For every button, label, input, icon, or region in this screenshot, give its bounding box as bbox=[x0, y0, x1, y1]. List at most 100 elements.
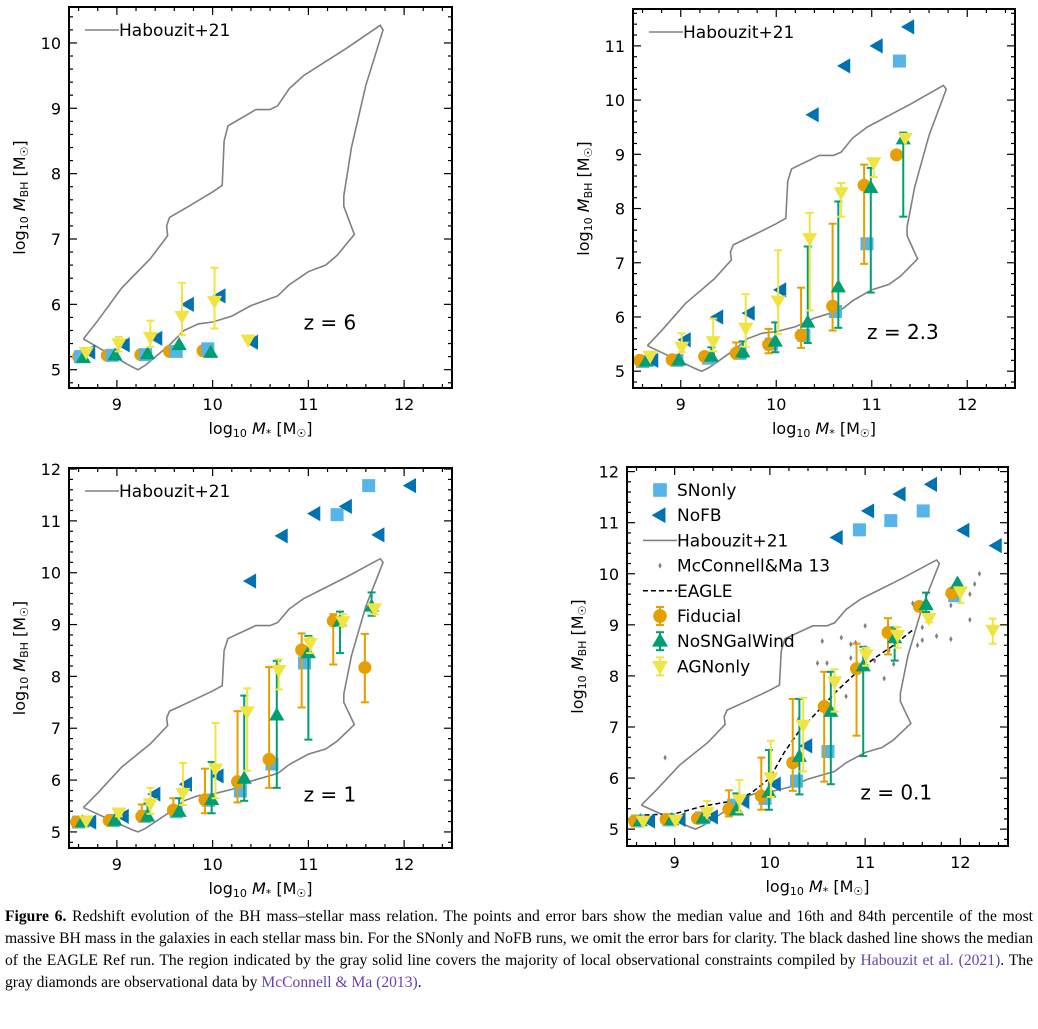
axis-label-part: 10 bbox=[233, 887, 247, 900]
data-point-nosngalwind bbox=[800, 314, 816, 328]
data-point-agnonly bbox=[833, 187, 849, 201]
axis-label-part: ] bbox=[10, 140, 29, 146]
axis-label-part: [M bbox=[271, 879, 296, 898]
axes-frame bbox=[626, 466, 1009, 847]
y-tick-label: 6 bbox=[51, 771, 61, 790]
y-tick-label: 10 bbox=[605, 91, 625, 110]
data-point-nofb bbox=[210, 768, 224, 784]
data-point-nosngalwind bbox=[107, 812, 123, 826]
y-axis-label: log10 MBH [M☉] bbox=[568, 599, 589, 713]
legend-label: SNonly bbox=[677, 481, 736, 501]
legend-entry: Habouzit+21 bbox=[643, 531, 788, 551]
mcconnell-point bbox=[968, 591, 972, 598]
data-point-agnonly bbox=[802, 233, 818, 247]
axis-label-part: 10 bbox=[790, 885, 804, 898]
mcconnell-point bbox=[844, 693, 848, 700]
mcconnell-point bbox=[915, 642, 920, 649]
legend-entry: NoSNGalWind bbox=[652, 631, 795, 652]
axis-label-part: ] bbox=[870, 419, 876, 438]
y-tick-label: 9 bbox=[51, 616, 61, 635]
citation-link-mcconnell[interactable]: McConnell & Ma (2013) bbox=[261, 974, 418, 991]
data-point-nosngalwind bbox=[203, 344, 219, 358]
plot-area bbox=[70, 478, 417, 833]
y-tick-label: 6 bbox=[615, 308, 625, 327]
data-point-nofb bbox=[767, 776, 781, 792]
mcconnell-point bbox=[892, 661, 896, 668]
y-tick-label: 8 bbox=[51, 667, 61, 686]
y-tick-label: 9 bbox=[615, 145, 625, 164]
x-tick-label: 11 bbox=[298, 855, 318, 874]
data-point-agnonly bbox=[952, 586, 968, 600]
y-axis-label: log10 MBH [M☉] bbox=[574, 141, 595, 255]
axis-label-part: * bbox=[829, 427, 835, 440]
x-tick-label: 12 bbox=[950, 853, 970, 872]
legend: Habouzit+21 bbox=[85, 482, 230, 502]
data-point-nofb bbox=[869, 38, 883, 54]
y-tick-label: 8 bbox=[609, 667, 619, 686]
legend: Habouzit+21 bbox=[649, 23, 794, 43]
axis-label-part: M bbox=[815, 419, 829, 438]
axis-label-part: log bbox=[772, 419, 796, 438]
series-agnonly bbox=[642, 132, 913, 365]
axis-label-part: ] bbox=[574, 141, 593, 147]
plot-area bbox=[72, 24, 384, 371]
legend-triangle-down-icon bbox=[652, 660, 668, 675]
series-fiducial bbox=[633, 148, 904, 367]
data-point-agnonly bbox=[175, 787, 191, 802]
legend-label: Habouzit+21 bbox=[119, 21, 230, 41]
mcconnell-point bbox=[920, 624, 924, 631]
y-tick-label: 11 bbox=[599, 514, 619, 533]
citation-link-habouzit[interactable]: Habouzit et al. (2021) bbox=[860, 952, 1001, 969]
data-point-agnonly bbox=[674, 341, 690, 355]
mcconnell-point bbox=[882, 675, 886, 682]
axis-label-part: ☉ bbox=[576, 606, 589, 616]
caption-label: Figure 6. bbox=[5, 908, 67, 925]
legend-entry: Fiducial bbox=[653, 606, 741, 627]
series-snonly bbox=[636, 54, 906, 368]
data-point-nofb bbox=[307, 506, 321, 522]
x-tick-label: 10 bbox=[202, 855, 222, 874]
legend-square-icon bbox=[653, 483, 667, 497]
data-point-nosngalwind bbox=[761, 784, 777, 798]
data-point-nosngalwind bbox=[863, 179, 879, 194]
data-point-nosngalwind bbox=[823, 703, 839, 717]
axis-label-part: BH bbox=[576, 641, 589, 657]
data-point-nosngalwind bbox=[830, 279, 846, 293]
axis-label-part: log bbox=[208, 879, 232, 898]
data-point-nosngalwind bbox=[767, 333, 783, 347]
data-point-nosngalwind bbox=[703, 348, 719, 362]
axis-label-part: [M bbox=[835, 419, 860, 438]
x-axis-label: log10 M* [M☉] bbox=[765, 877, 869, 898]
caption-text: . bbox=[417, 974, 422, 991]
data-point-nosngalwind bbox=[949, 575, 966, 589]
x-tick-label: 10 bbox=[766, 395, 786, 414]
y-tick-label: 5 bbox=[609, 820, 619, 839]
data-point-agnonly bbox=[142, 331, 158, 346]
data-point-nosngalwind bbox=[236, 770, 252, 784]
axis-label-part: M bbox=[252, 879, 266, 898]
axis-label-part: ] bbox=[568, 599, 587, 605]
axis-label-part: [M bbox=[271, 419, 296, 438]
data-point-agnonly bbox=[302, 638, 318, 652]
axis-label-part: ☉ bbox=[18, 607, 31, 617]
data-point-snonly bbox=[916, 504, 930, 518]
data-point-agnonly bbox=[111, 807, 127, 821]
data-point-nofb bbox=[371, 527, 385, 543]
legend-entry: Habouzit+21 bbox=[649, 23, 794, 43]
axis-label-part: M bbox=[10, 197, 29, 211]
legend-entry: Habouzit+21 bbox=[85, 21, 230, 41]
axis-label-part: 10 bbox=[582, 217, 595, 231]
ticks bbox=[69, 7, 452, 388]
axis-label-part: ☉ bbox=[296, 887, 306, 900]
x-tick-label: 9 bbox=[670, 853, 680, 872]
axis-label-part: * bbox=[266, 887, 272, 900]
data-point-snonly bbox=[852, 523, 866, 537]
legend-label: NoSNGalWind bbox=[677, 632, 795, 652]
x-tick-label: 10 bbox=[760, 853, 780, 872]
data-point-nofb bbox=[274, 528, 288, 544]
data-point-nofb bbox=[799, 738, 813, 754]
data-point-nosngalwind bbox=[791, 748, 808, 762]
data-point-nofb bbox=[242, 573, 257, 589]
x-tick-label: 11 bbox=[855, 853, 875, 872]
habouzit-contour bbox=[82, 24, 384, 371]
